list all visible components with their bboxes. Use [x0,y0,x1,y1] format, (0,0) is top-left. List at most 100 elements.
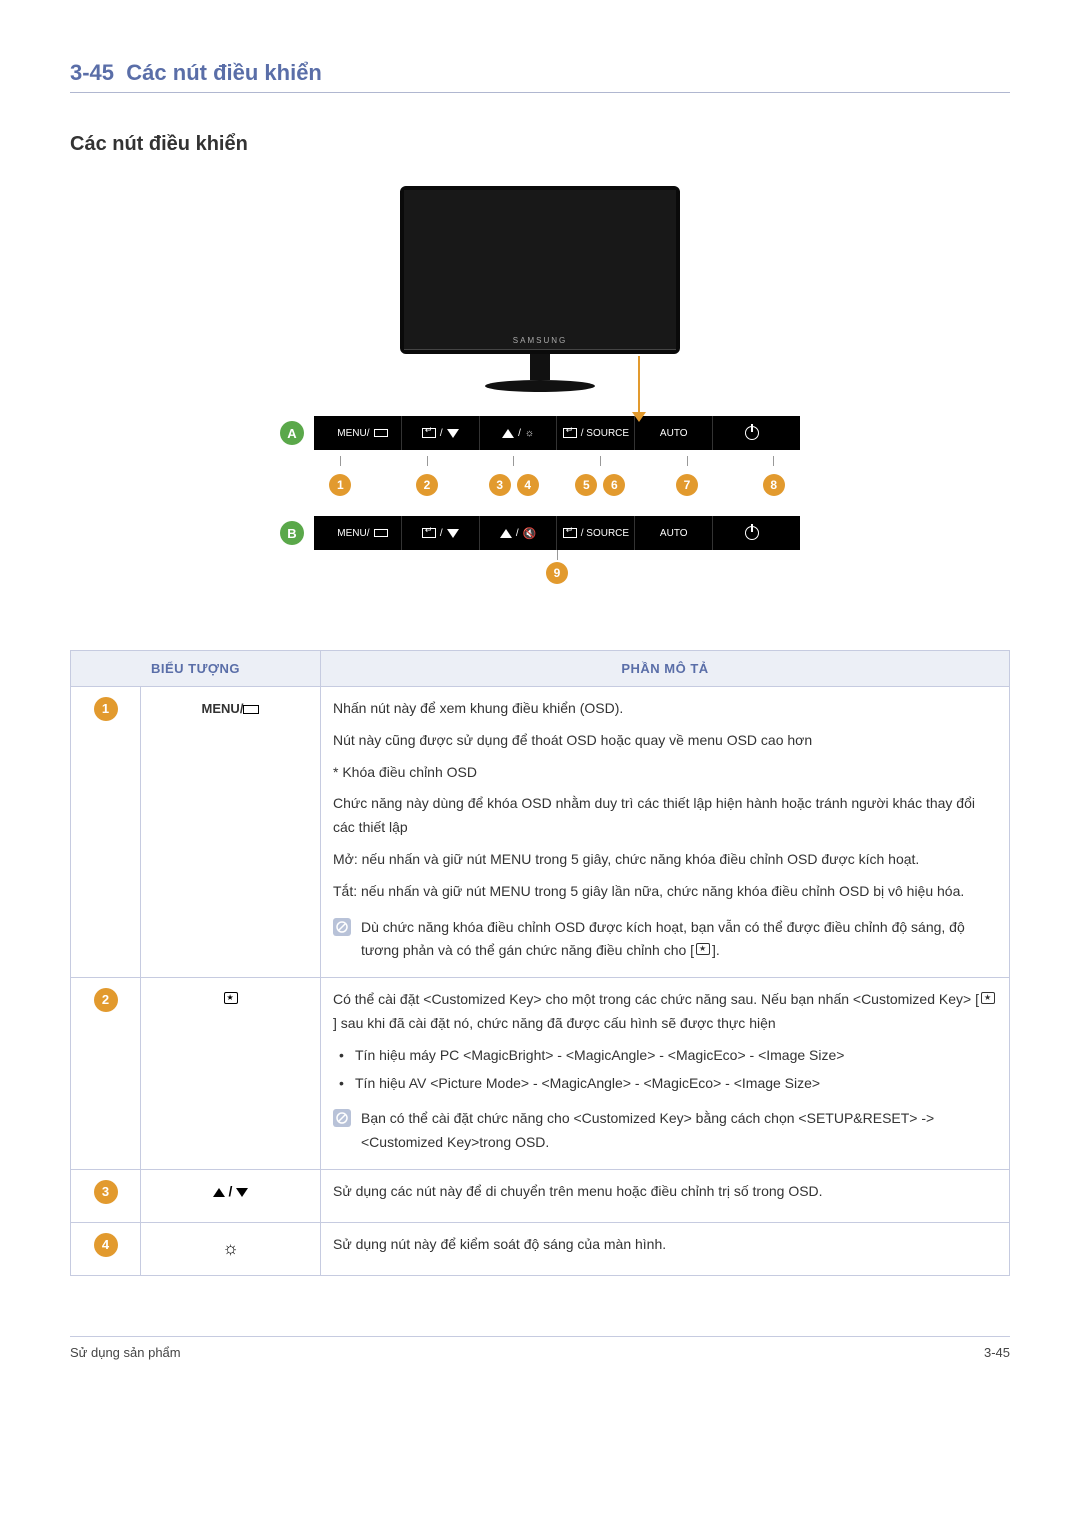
footer-right: 3-45 [984,1345,1010,1360]
bar-a-source: / SOURCE [557,416,635,450]
return-icon [374,429,388,437]
footer-left: Sử dụng sản phẩm [70,1345,181,1360]
row2-note: Bạn có thể cài đặt chức năng cho <Custom… [333,1103,997,1159]
row1-p2: Nút này cũng được sử dụng để thoát OSD h… [333,729,997,753]
bar-a-power [713,416,790,450]
customized-key-icon [981,992,995,1004]
pointer-line [638,356,640,416]
row2-num-cell: 2 [71,978,141,1170]
down-icon [447,529,459,538]
num-1-badge: 1 [329,474,351,496]
row2-b2: Tín hiệu AV <Picture Mode> - <MagicAngle… [339,1072,997,1096]
monitor-brand: SAMSUNG [513,336,567,345]
row1-p3: * Khóa điều chỉnh OSD [333,761,997,785]
row1-symbol-cell: MENU/ [141,687,321,978]
th-icon: BIỂU TƯỢNG [71,651,321,687]
note-icon [333,1109,351,1127]
num-7-badge: 7 [676,474,698,496]
row1-num-cell: 1 [71,687,141,978]
up-icon [213,1188,225,1197]
table-row: 1 MENU/ Nhấn nút này để xem khung điều k… [71,687,1010,978]
row2-desc-cell: Có thể cài đặt <Customized Key> cho một … [321,978,1010,1170]
menu-label: MENU/ [202,701,244,716]
enter-icon [563,428,577,438]
down-icon [236,1188,248,1197]
bar-a-up-bright: /☼ [480,416,558,450]
brightness-icon: ☼ [222,1238,239,1258]
enter-icon [422,428,436,438]
num-5-badge: 5 [575,474,597,496]
variant-a-badge: A [280,421,304,445]
num-9-badge: 9 [546,562,568,584]
button-bar-b: B MENU/ / /🔇 / SOURCE AUTO [280,516,800,550]
num-8-badge: 8 [763,474,785,496]
bar-b-auto: AUTO [635,516,713,550]
up-icon [502,429,514,438]
row-badge-1: 1 [94,697,118,721]
row-badge-4: 4 [94,1233,118,1257]
row-badge-3: 3 [94,1180,118,1204]
bar-a-auto: AUTO [635,416,713,450]
bar-b-source: / SOURCE [557,516,635,550]
diagram: SAMSUNG A MENU/ / /☼ / SOURCE AUTO [70,186,1010,590]
row1-p5: Mở: nếu nhấn và giữ nút MENU trong 5 giâ… [333,848,997,872]
bar-a-enter-down: / [402,416,480,450]
page-footer: Sử dụng sản phẩm 3-45 [70,1336,1010,1360]
row1-desc-cell: Nhấn nút này để xem khung điều khiển (OS… [321,687,1010,978]
bar-b-menu: MENU/ [324,516,402,550]
section-title-text: Các nút điều khiển [126,60,322,85]
row4-p1: Sử dụng nút này để kiểm soát độ sáng của… [333,1233,997,1257]
return-icon [374,529,388,537]
row2-bullets: Tín hiệu máy PC <MagicBright> - <MagicAn… [333,1044,997,1096]
monitor-base [485,380,595,392]
section-number: 3-45 [70,60,114,85]
power-icon [745,526,759,540]
row2-b1: Tín hiệu máy PC <MagicBright> - <MagicAn… [339,1044,997,1068]
volume-icon: 🔇 [523,527,537,540]
num-2-badge: 2 [416,474,438,496]
num-3-badge: 3 [489,474,511,496]
enter-icon [563,528,577,538]
variant-b-badge: B [280,521,304,545]
spec-table: BIỂU TƯỢNG PHẦN MÔ TẢ 1 MENU/ Nhấn nút n… [70,650,1010,1276]
row1-p4: Chức năng này dùng để khóa OSD nhằm duy … [333,792,997,840]
return-icon [243,705,259,714]
bar-a-numbers [297,456,817,468]
button-bar-a: A MENU/ / /☼ / SOURCE AUTO [280,416,800,450]
row1-note: Dù chức năng khóa điều chỉnh OSD được kí… [333,912,997,968]
pointer-arrow-icon [632,412,646,422]
bar-a-menu: MENU/ [324,416,402,450]
bar-b-power [713,516,790,550]
th-desc: PHẦN MÔ TẢ [321,651,1010,687]
num-4-badge: 4 [517,474,539,496]
customized-key-icon [224,992,238,1004]
row3-num-cell: 3 [71,1169,141,1222]
table-row: 3 / Sử dụng các nút này để di chuyển trê… [71,1169,1010,1222]
row3-p1: Sử dụng các nút này để di chuyển trên me… [333,1180,997,1204]
row3-symbol-cell: / [141,1169,321,1222]
num-6-badge: 6 [603,474,625,496]
up-icon [500,529,512,538]
row4-desc-cell: Sử dụng nút này để kiểm soát độ sáng của… [321,1222,1010,1275]
bar-b-number-badges: 9 [297,550,817,584]
row1-note-text: Dù chức năng khóa điều chỉnh OSD được kí… [361,916,997,964]
row3-desc-cell: Sử dụng các nút này để di chuyển trên me… [321,1169,1010,1222]
power-icon [745,426,759,440]
row2-p1: Có thể cài đặt <Customized Key> cho một … [333,988,997,1036]
note-icon [333,918,351,936]
table-row: 4 ☼ Sử dụng nút này để kiểm soát độ sáng… [71,1222,1010,1275]
table-row: 2 Có thể cài đặt <Customized Key> cho mộ… [71,978,1010,1170]
section-title: 3-45 Các nút điều khiển [70,60,1010,93]
row2-symbol-cell [141,978,321,1170]
row1-p6: Tắt: nếu nhấn và giữ nút MENU trong 5 gi… [333,880,997,904]
enter-icon [422,528,436,538]
monitor-illustration: SAMSUNG [400,186,680,354]
bar-b-enter-down: / [402,516,480,550]
row4-symbol-cell: ☼ [141,1222,321,1275]
bar-b-up-vol: /🔇 [480,516,558,550]
row2-note-text: Bạn có thể cài đặt chức năng cho <Custom… [361,1107,997,1155]
customized-key-icon [696,943,710,955]
row-badge-2: 2 [94,988,118,1012]
monitor-stand [530,354,550,380]
row1-p1: Nhấn nút này để xem khung điều khiển (OS… [333,697,997,721]
